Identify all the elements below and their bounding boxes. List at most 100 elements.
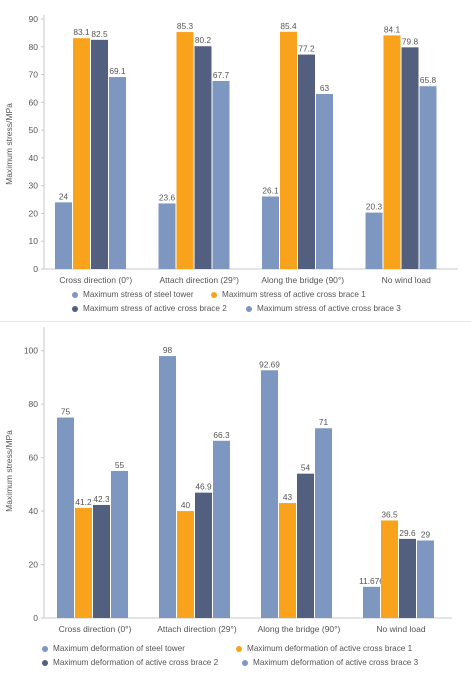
data-label: 40 [181,500,191,510]
stress-chart: Maximum stress/MPa 0 10 20 30 40 50 60 70 80 90 24 8… [4,14,458,285]
bar [297,473,314,618]
data-label: 46.9 [195,482,212,492]
data-label: 29.6 [399,528,416,538]
x-tick-label: No wind load [382,275,431,285]
stress-chart-panel: Maximum stress/MPa 0 10 20 30 40 50 60 70 80 90 24 8… [0,0,471,318]
legend-item-brace-3: Maximum stress of active cross brace 3 [246,304,401,313]
data-label: 79.8 [402,36,419,46]
bar [194,46,212,269]
x-tick-label: Attach direction (29°) [160,275,240,285]
legend-item-brace-3: Maximum deformation of active cross brac… [242,658,418,667]
y-tick-label: 80 [29,42,39,52]
bar [419,86,437,269]
data-label: 63 [320,83,330,93]
data-label: 75 [61,407,71,417]
panel-divider [0,321,471,322]
bar [93,504,110,618]
data-label: 84.1 [384,24,401,34]
legend-label: Maximum deformation of steel tower [53,644,185,653]
legend-marker [236,645,242,652]
data-label: 67.7 [213,70,230,80]
bar [195,492,212,618]
bar [73,38,90,269]
y-axis-title: Maximum stress/MPa [4,430,14,512]
bar [315,428,332,618]
data-label: 85.4 [280,21,297,31]
legend-label: Maximum deformation of active cross brac… [253,658,419,667]
bar [91,39,108,270]
y-tick-label: 0 [33,613,38,623]
bar [401,47,419,270]
bar [363,586,380,618]
bar [212,80,230,269]
x-tick-label: Attach direction (29°) [157,624,237,634]
data-label: 54 [301,463,311,473]
data-label: 92.69 [259,359,280,369]
data-label: 77.2 [298,44,315,54]
stress-chart-legend: Maximum stress of steel tower Maximum st… [0,290,471,318]
y-tick-label: 40 [29,506,39,516]
data-label: 41.2 [75,497,92,507]
bar [75,507,92,618]
data-label: 65.8 [420,75,437,85]
bar [111,471,128,618]
legend-label: Maximum deformation of active cross brac… [247,644,413,653]
y-axis-title: Maximum stress/MPa [4,103,14,185]
bar [280,31,297,270]
x-tick-label: No wind load [376,624,425,634]
data-label: 55 [115,460,125,470]
legend-item-brace-1: Maximum stress of active cross brace 1 [211,290,366,299]
legend-label: Maximum stress of active cross brace 2 [83,304,227,313]
x-tick-label: Cross direction (0°) [59,624,132,634]
y-tick-label: 30 [29,181,39,191]
data-label: 36.5 [381,509,398,519]
bar [159,356,176,618]
deformation-chart: Maximum stress/MPa 0 20 40 60 80 100 75 41.2 42.3… [4,327,452,634]
bar [316,94,333,269]
bar [261,370,278,618]
data-label: 71 [319,417,329,427]
data-label: 85.3 [177,21,194,31]
bar [262,196,279,269]
y-tick-label: 90 [29,14,39,24]
y-tick-label: 60 [29,453,39,463]
data-label: 43 [283,492,293,502]
data-label: 69.1 [109,66,126,76]
legend-marker [72,305,78,312]
bar [109,77,126,269]
y-tick-label: 10 [29,236,39,246]
legend-item-steel-tower: Maximum stress of steel tower [72,290,194,299]
bar [417,540,434,618]
legend-marker [211,291,217,298]
bar [177,511,194,618]
legend-item-brace-1: Maximum deformation of active cross brac… [236,644,412,653]
y-tick-label: 0 [33,264,38,274]
y-tick-label: 50 [29,125,39,135]
y-tick-label: 80 [29,399,39,409]
data-label: 98 [163,345,173,355]
bar [55,202,72,269]
data-label: 83.1 [73,27,90,37]
data-label: 24 [59,191,69,201]
bar [399,538,416,618]
data-label: 26.1 [262,186,279,196]
deformation-chart-legend: Maximum deformation of steel tower Maxim… [0,644,471,674]
y-tick-label: 20 [29,560,39,570]
data-label: 11.676 [359,576,384,586]
bar [176,32,194,269]
y-tick-label: 100 [24,346,38,356]
legend-item-brace-2: Maximum stress of active cross brace 2 [72,304,227,313]
legend-marker [242,659,248,666]
bar [279,503,296,618]
legend-label: Maximum stress of active cross brace 1 [222,290,366,299]
legend-marker [42,645,48,652]
bar [158,203,176,269]
legend-label: Maximum stress of active cross brace 3 [257,304,401,313]
legend-item-steel-tower: Maximum deformation of steel tower [42,644,185,653]
legend-label: Maximum deformation of active cross brac… [53,658,219,667]
data-label: 42.3 [93,494,110,504]
bar [383,35,401,270]
legend-label: Maximum stress of steel tower [83,290,194,299]
bar [298,54,315,269]
bar [213,440,230,618]
